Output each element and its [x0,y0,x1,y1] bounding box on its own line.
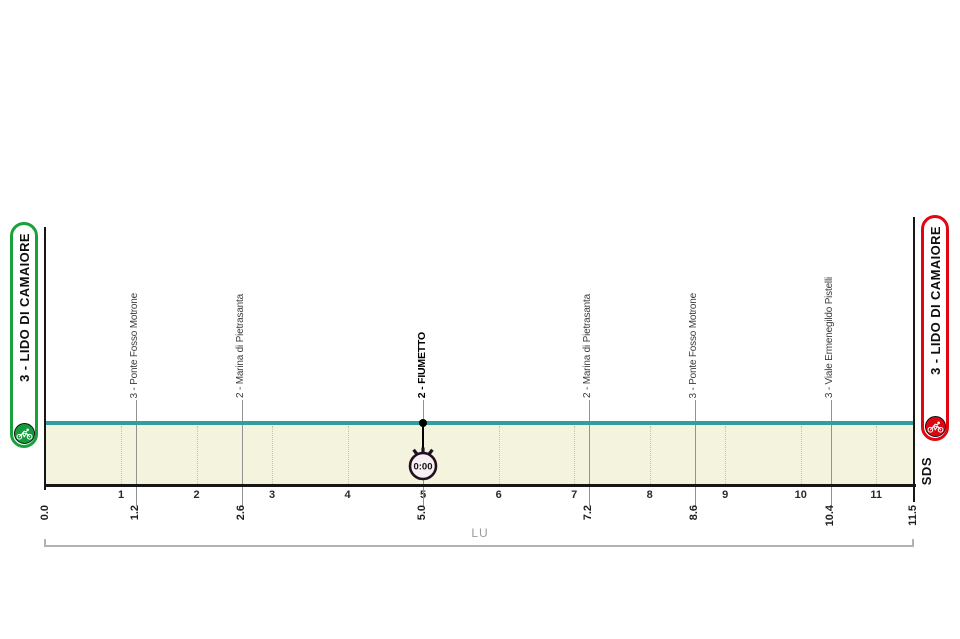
km-grid-line [121,426,123,484]
x-tick-label: 9 [722,489,729,501]
waypoint-line [136,400,138,506]
waypoint-label: 3 - Viale Ermenegildo Pistelli [823,276,835,398]
waypoint-km-label: 7.2 [582,505,595,521]
chart-left-border [44,227,46,490]
timecheck-time: 0:00 [414,462,433,473]
province-label: LU [471,526,489,540]
waypoint-km-label: 2.6 [234,505,247,521]
waypoint-km-label: 0.0 [38,505,51,521]
km-grid-line [725,426,727,484]
waypoint-km-label: 5.0 [416,505,429,521]
km-grid-line [272,426,274,484]
province-bracket [44,539,914,547]
cyclist-icon [924,416,946,437]
x-tick-label: 3 [269,489,276,501]
x-tick-label: 11 [870,489,883,501]
x-tick-label: 1 [117,489,125,501]
watermark: SDS [919,456,934,485]
x-tick-label: 2 [193,489,200,501]
cyclist-icon [13,423,35,444]
waypoint-line [830,400,832,506]
waypoint-km-label: 10.4 [823,505,836,527]
km-grid-line [800,426,802,484]
finish-banner-label: 3 - LIDO DI CAMAIORE [927,226,943,375]
x-tick-label: 10 [794,489,807,501]
start-banner-label: 3 - LIDO DI CAMAIORE [16,233,32,382]
waypoint-km-label: 11.5 [907,505,919,526]
waypoint-label: 3 - Ponte Fosso Motrone [129,292,141,398]
timecheck-stem [422,423,425,455]
x-tick-label: 4 [344,489,351,501]
km-grid-line [347,426,349,484]
stopwatch-icon: 0:00 [408,447,438,481]
waypoint-km-label: 1.2 [129,505,142,521]
waypoint-label: 2 - Marina di Pietrasanta [234,294,246,398]
profile-area-fill [46,425,913,484]
km-grid-line [649,426,651,484]
x-tick-label: 7 [571,489,578,501]
km-grid-line [876,426,878,484]
x-tick-label: 8 [646,489,653,501]
waypoint-line [589,400,591,506]
waypoint-km-label: 8.6 [687,505,700,521]
start-banner: 3 - LIDO DI CAMAIORE [10,222,38,448]
waypoint-label: 2 - FIUMETTO [416,331,429,398]
x-tick-label: 6 [495,489,502,501]
waypoint-line [694,400,696,506]
km-grid-line [196,426,198,484]
x-axis-line [44,484,916,487]
km-grid-line [498,426,500,484]
waypoint-label: 3 - Ponte Fosso Motrone [687,292,699,398]
chart-right-border [913,217,915,502]
profile-elevation-line [46,421,913,425]
waypoint-label: 2 - Marina di Pietrasanta [582,294,594,398]
waypoint-line [241,400,243,506]
finish-banner: 3 - LIDO DI CAMAIORE [921,215,949,441]
km-grid-line [574,426,576,484]
